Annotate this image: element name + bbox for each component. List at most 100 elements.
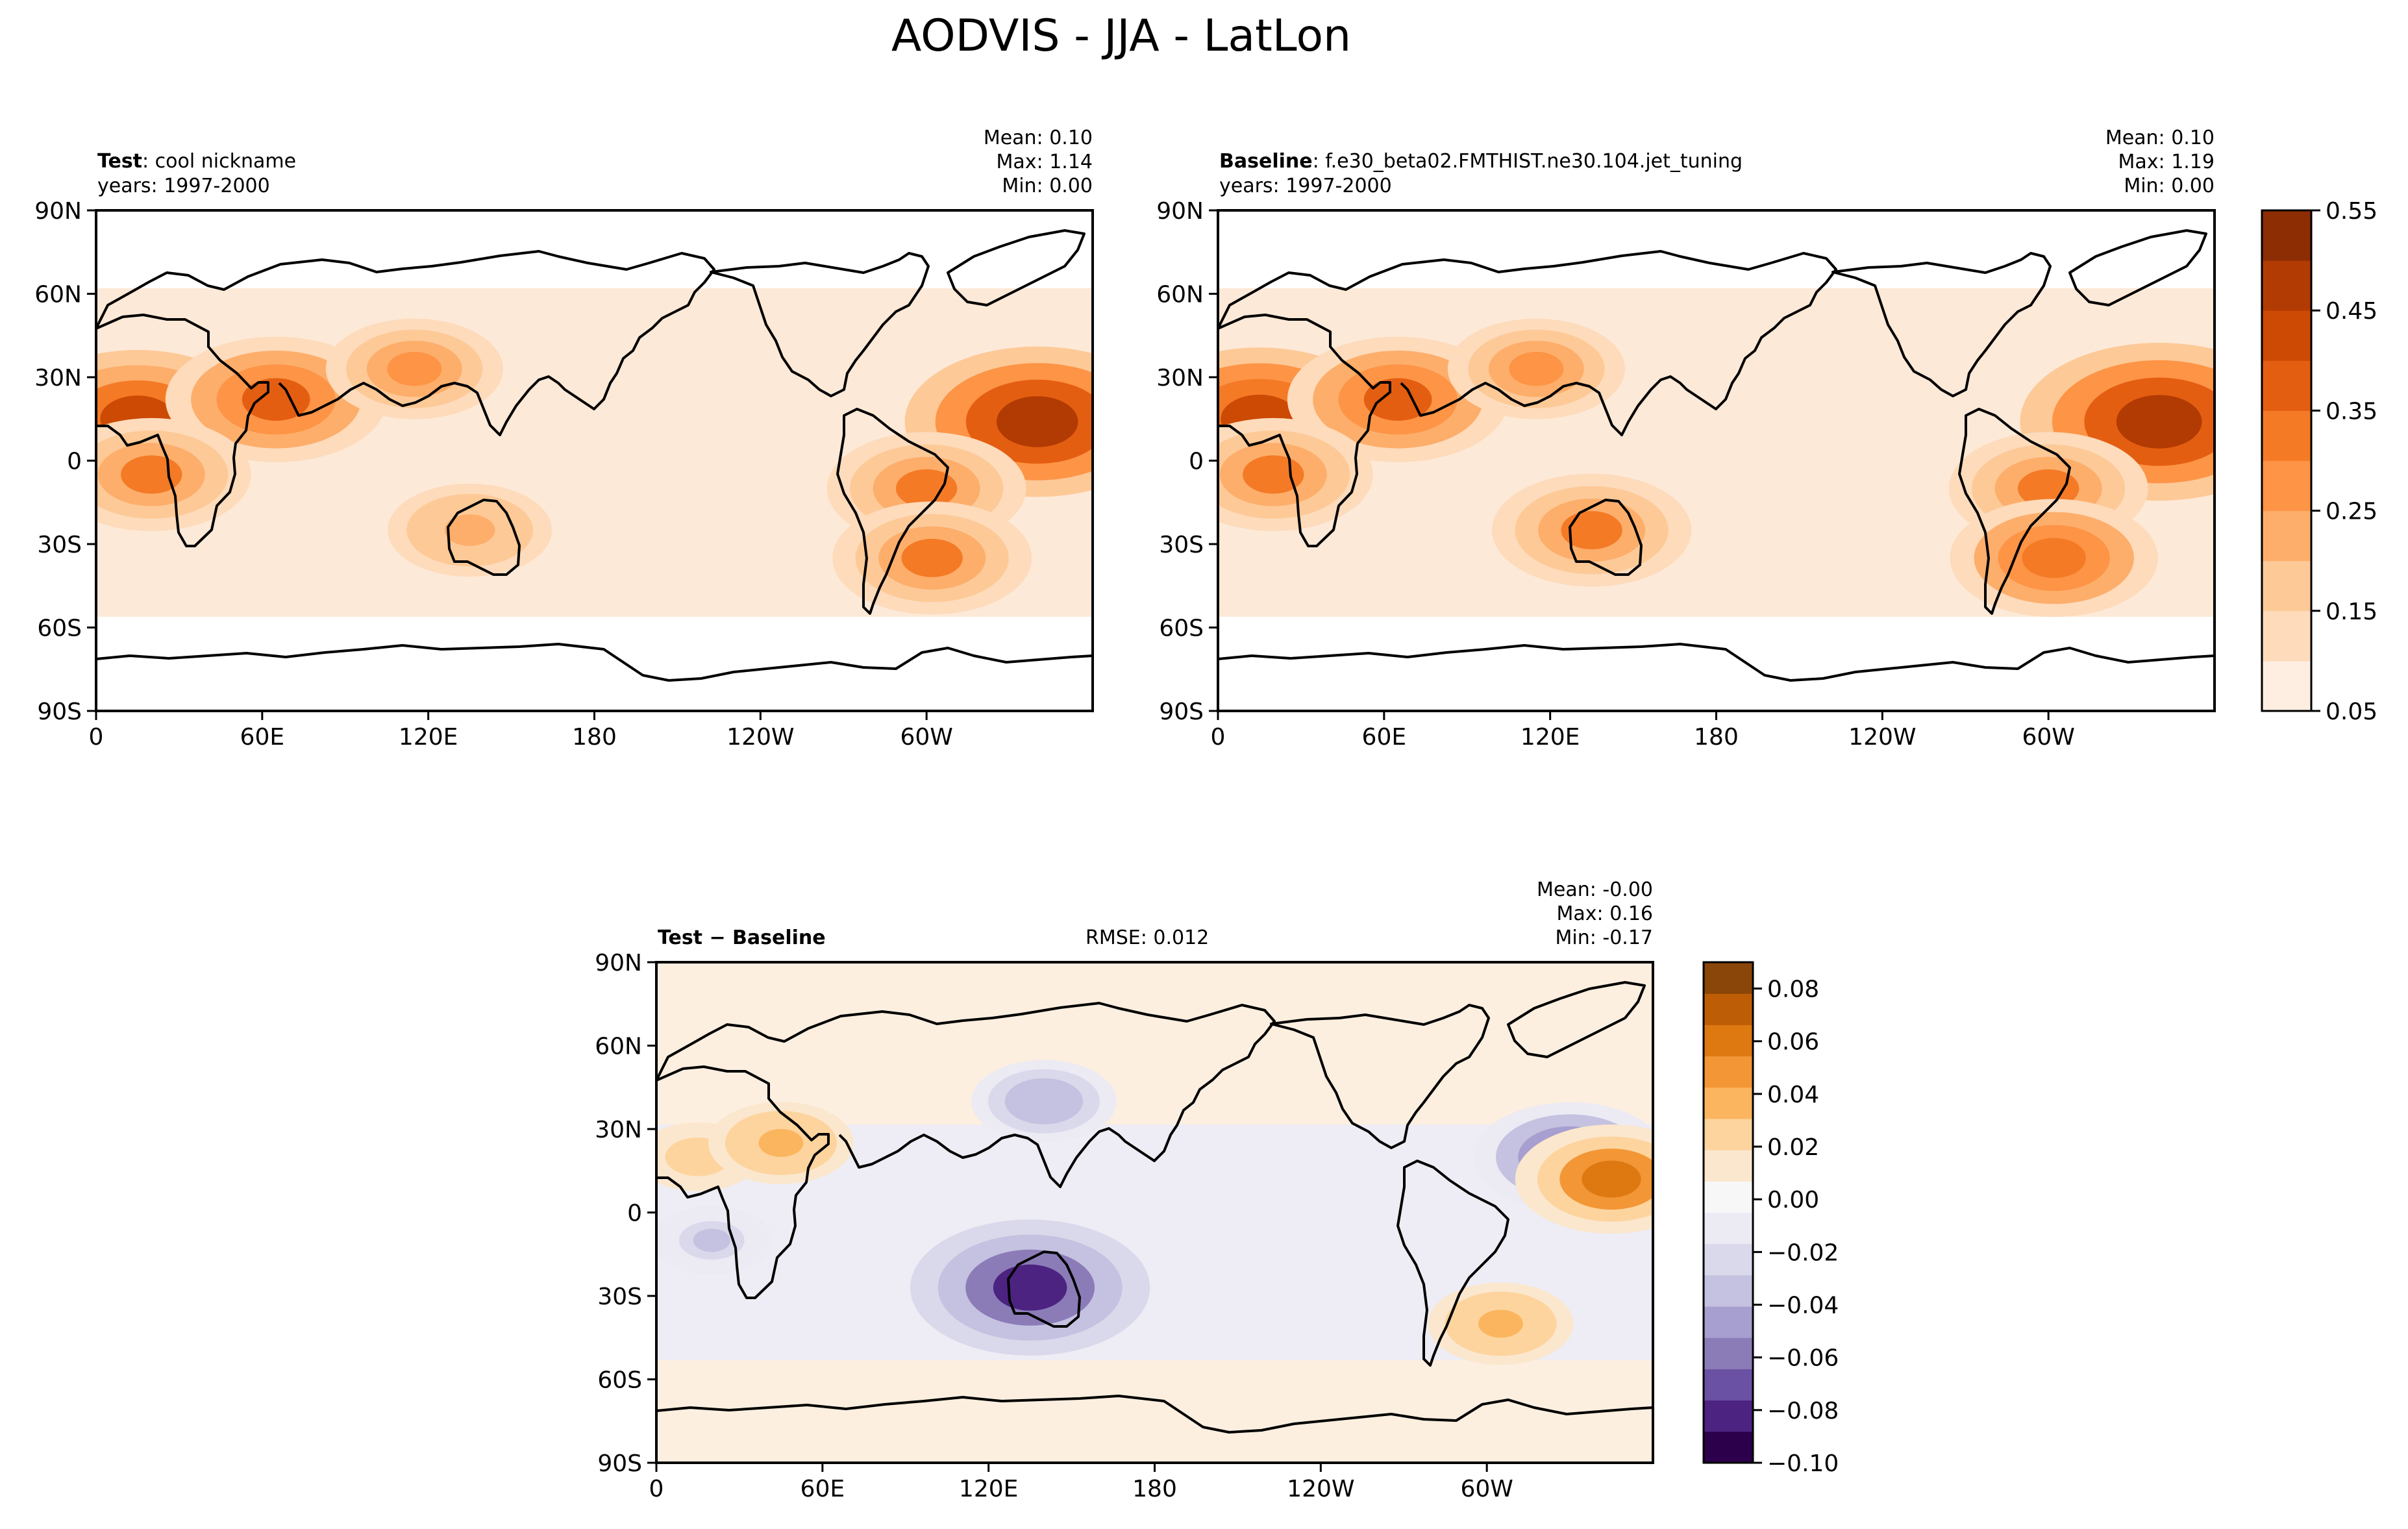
colorbar-swatch <box>1704 1400 1753 1432</box>
contour-blob <box>1582 1160 1641 1198</box>
coast-antarctica <box>656 1395 1653 1434</box>
panel-diff-south-band <box>656 1360 1653 1463</box>
panel-test-label: Test: cool nickname <box>97 150 296 173</box>
panel-diff-stat-min: Min: -0.17 <box>1556 926 1654 949</box>
panel-baseline: Baseline: f.e30_beta02.FMTHIST.ne30.104.… <box>1156 127 2216 751</box>
colorbar-tick-label: −0.06 <box>1767 1345 1839 1372</box>
y-tick-label: 30N <box>34 365 82 392</box>
colorbar-tick-label: 0.35 <box>2326 398 2377 425</box>
x-tick-label: 120W <box>726 724 794 751</box>
x-tick-label: 60W <box>1460 1476 1513 1502</box>
contour-blob <box>387 351 442 386</box>
coast-south-america <box>836 408 949 615</box>
y-tick-label: 30S <box>37 532 82 558</box>
panel-diff-rmse: RMSE: 0.012 <box>1086 926 1209 949</box>
panel-test-hotspots <box>96 318 1093 615</box>
contour-blob <box>901 538 963 577</box>
contour-blob <box>996 396 1078 447</box>
coast-australia <box>447 499 521 576</box>
x-tick-label: 0 <box>89 724 104 751</box>
colorbar-swatch <box>2262 660 2311 712</box>
panel-test-south-clean <box>96 617 1093 711</box>
coast-greenland <box>2068 229 2207 306</box>
contour-blob <box>1561 511 1622 550</box>
panel-test-axes: 0 60E 120E 180 120W 60W 90N 60N 30N 0 30S 60S 90S <box>34 198 953 751</box>
coast-australia <box>1569 499 1643 576</box>
colorbar-tick-label: 0.05 <box>2326 699 2377 725</box>
coast-antarctica <box>96 643 1093 682</box>
colorbar-tick-label: 0.25 <box>2326 499 2377 525</box>
y-tick-label: 60N <box>1156 282 1204 308</box>
x-tick-label: 0 <box>649 1476 664 1502</box>
y-tick-label: 90S <box>1159 699 1204 725</box>
colorbar-tick-label: 0.15 <box>2326 599 2377 625</box>
contour-blob <box>242 378 310 421</box>
x-tick-label: 120W <box>1287 1476 1354 1502</box>
contour-blob <box>679 1145 717 1169</box>
contour-blob <box>693 1228 731 1252</box>
colorbar-swatch <box>2262 210 2311 261</box>
x-tick-label: 180 <box>1694 724 1739 751</box>
panel-diff-coastlines <box>656 981 1653 1434</box>
contour-blob <box>1363 378 1432 421</box>
x-tick-label: 120E <box>959 1476 1018 1502</box>
colorbar-swatch <box>2262 560 2311 612</box>
x-tick-label: 180 <box>572 724 617 751</box>
panel-baseline-south-clean <box>1218 617 2215 711</box>
x-tick-label: 0 <box>1211 724 1226 751</box>
colorbar-tick-label: 0.06 <box>1767 1029 1819 1056</box>
panel-test-coastlines <box>96 229 1093 682</box>
colorbar-diff: 0.08 0.06 0.04 0.02 0.00 −0.02 −0.04 −0.06 −0.08… <box>1702 961 1839 1477</box>
y-tick-label: 30S <box>597 1284 642 1310</box>
panel-baseline-years: years: 1997-2000 <box>1219 175 1392 197</box>
colorbar-swatch <box>1704 1181 1753 1213</box>
coast-eurasia-north <box>656 1002 1276 1188</box>
coast-south-america <box>1958 408 2071 615</box>
panel-diff-axes: 0 60E 120E 180 120W 60W 90N 60N 30N 0 30S 60S 90S <box>595 950 1513 1502</box>
colorbar-swatch <box>1704 1243 1753 1276</box>
panel-baseline-stat-max: Max: 1.19 <box>2118 151 2215 173</box>
colorbar-swatch <box>1704 1212 1753 1245</box>
colorbar-tick-label: −0.10 <box>1767 1450 1839 1477</box>
panel-diff-hotspots <box>656 1060 1653 1365</box>
panel-diff-north-band <box>656 962 1653 1125</box>
y-tick-label: 0 <box>627 1200 642 1227</box>
y-tick-label: 60S <box>597 1367 642 1394</box>
colorbar-tick-label: 0.08 <box>1767 976 1819 1003</box>
panel-diff-stat-mean: Mean: -0.00 <box>1537 878 1653 901</box>
contour-blob <box>2017 469 2079 508</box>
contour-blob <box>1509 351 1564 386</box>
coast-eurasia-north <box>96 250 715 436</box>
coast-greenland <box>947 229 1086 306</box>
contour-blob <box>895 469 958 508</box>
colorbar-swatch <box>2262 410 2311 461</box>
colorbar-tick-label: 0.02 <box>1767 1134 1819 1161</box>
panel-baseline-stat-min: Min: 0.00 <box>2124 175 2215 197</box>
colorbar-swatch <box>1704 962 1753 994</box>
panel-test-years: years: 1997-2000 <box>97 175 270 197</box>
colorbar-swatch <box>2262 360 2311 411</box>
colorbar-swatch <box>1704 1274 1753 1307</box>
y-tick-label: 90N <box>595 950 642 976</box>
colorbar-swatch <box>1704 1087 1753 1119</box>
panel-baseline-label-bold: Baseline <box>1219 150 1313 173</box>
y-tick-label: 90N <box>34 198 82 225</box>
y-tick-label: 60N <box>34 282 82 308</box>
y-tick-label: 0 <box>67 449 82 475</box>
x-tick-label: 60E <box>801 1476 845 1502</box>
contour-blob <box>758 1128 804 1157</box>
coast-antarctica <box>1218 643 2215 682</box>
colorbar-frame <box>2261 209 2313 712</box>
panel-baseline-hotspots <box>1218 318 2215 617</box>
coast-africa-eurasia <box>1218 314 1391 547</box>
coast-greenland <box>1507 981 1646 1058</box>
contour-blob <box>444 514 495 546</box>
colorbar-tick-label: −0.04 <box>1767 1293 1839 1319</box>
contour-blob <box>1478 1310 1523 1338</box>
x-tick-label: 120E <box>399 724 458 751</box>
coast-africa-eurasia <box>656 1065 830 1299</box>
contour-blob <box>993 1264 1067 1311</box>
colorbar-frame <box>1702 961 1754 1464</box>
panel-baseline-map <box>1218 210 2215 711</box>
